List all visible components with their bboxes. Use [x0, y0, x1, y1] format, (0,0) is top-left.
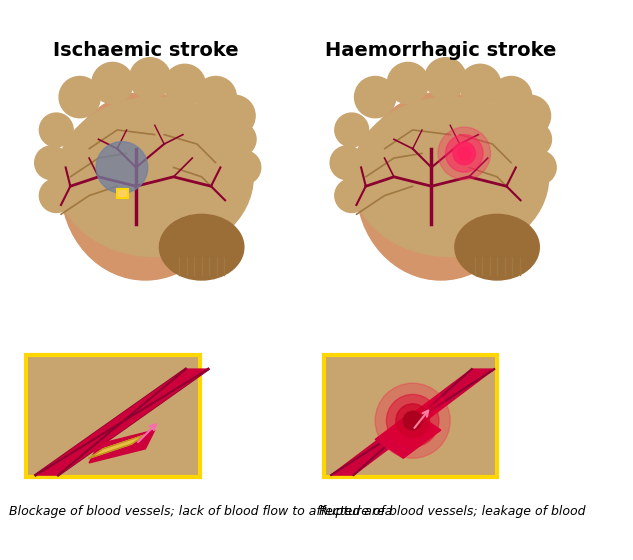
Ellipse shape	[56, 97, 253, 256]
Text: Ischaemic stroke: Ischaemic stroke	[53, 41, 238, 60]
Text: Rupture of blood vessels; leakage of blood: Rupture of blood vessels; leakage of blo…	[319, 505, 586, 518]
Circle shape	[403, 411, 422, 430]
Circle shape	[39, 179, 73, 212]
Circle shape	[227, 151, 261, 184]
FancyBboxPatch shape	[323, 355, 497, 477]
Text: Blockage of blood vessels; lack of blood flow to affected area: Blockage of blood vessels; lack of blood…	[9, 505, 392, 518]
Circle shape	[35, 146, 68, 180]
Circle shape	[510, 95, 551, 137]
Circle shape	[222, 123, 256, 156]
Circle shape	[453, 142, 475, 165]
FancyBboxPatch shape	[26, 355, 200, 477]
Circle shape	[335, 113, 368, 147]
Polygon shape	[89, 435, 146, 458]
Ellipse shape	[96, 142, 147, 193]
Circle shape	[438, 127, 491, 180]
Circle shape	[386, 394, 439, 447]
FancyBboxPatch shape	[117, 189, 128, 198]
Ellipse shape	[160, 214, 244, 280]
Circle shape	[518, 123, 551, 156]
Circle shape	[214, 95, 255, 137]
Circle shape	[460, 64, 501, 105]
Circle shape	[458, 147, 471, 160]
Circle shape	[387, 62, 429, 104]
Polygon shape	[331, 369, 494, 475]
Circle shape	[39, 113, 73, 147]
Ellipse shape	[455, 214, 539, 280]
Circle shape	[195, 77, 236, 118]
Ellipse shape	[61, 92, 230, 280]
Circle shape	[59, 77, 101, 118]
Ellipse shape	[352, 97, 549, 256]
Ellipse shape	[356, 92, 525, 280]
Circle shape	[425, 58, 466, 99]
Circle shape	[396, 404, 430, 437]
Polygon shape	[35, 369, 208, 475]
Circle shape	[164, 64, 205, 105]
Circle shape	[375, 383, 450, 458]
Circle shape	[335, 179, 368, 212]
Polygon shape	[89, 430, 154, 463]
Circle shape	[522, 151, 556, 184]
Circle shape	[446, 134, 483, 172]
Circle shape	[129, 58, 171, 99]
Circle shape	[92, 62, 133, 104]
Text: Haemorrhagic stroke: Haemorrhagic stroke	[325, 41, 556, 60]
Circle shape	[354, 77, 396, 118]
Circle shape	[330, 146, 364, 180]
Polygon shape	[375, 411, 441, 458]
Circle shape	[491, 77, 532, 118]
